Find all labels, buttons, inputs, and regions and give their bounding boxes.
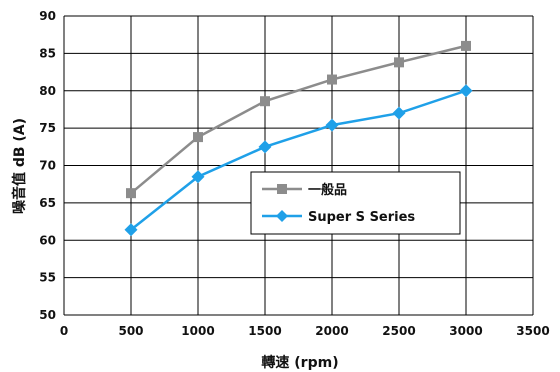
data-point: [191, 170, 205, 184]
y-tick-label: 75: [39, 121, 56, 135]
series-line-1: [130, 89, 467, 231]
grid: [63, 15, 534, 316]
data-point: [193, 132, 203, 143]
y-axis-title: 噪音值 dB (A): [11, 118, 28, 214]
x-axis-title: 轉速 (rpm): [261, 354, 338, 371]
x-tick-label: 2000: [315, 324, 348, 338]
data-point: [124, 223, 138, 237]
series-line-0: [130, 44, 467, 195]
legend-label-general: 一般品: [308, 182, 347, 198]
series-layer: [124, 40, 473, 237]
y-tick-label: 85: [39, 46, 56, 60]
legend-label-super-s: Super S Series: [308, 210, 415, 225]
x-tick-label: 500: [118, 324, 143, 338]
legend: 一般品 Super S Series: [250, 171, 461, 235]
data-point: [260, 96, 270, 107]
x-tick-label: 0: [60, 324, 68, 338]
tick-labels: 50 55 60 65 70 75 80 85 90 0 500 1000 1500 2000 2500 30…: [39, 9, 549, 338]
legend-box: [250, 171, 461, 235]
y-tick-label: 50: [39, 308, 56, 322]
y-tick-label: 55: [39, 271, 56, 285]
x-tick-label: 1500: [248, 324, 281, 338]
x-tick-label: 3000: [449, 324, 482, 338]
data-point: [327, 74, 337, 85]
x-tick-label: 2500: [382, 324, 415, 338]
data-point: [461, 40, 471, 51]
data-point: [126, 188, 136, 199]
y-tick-label: 70: [39, 159, 56, 173]
data-point: [459, 84, 473, 98]
data-point: [392, 106, 406, 120]
y-tick-label: 80: [39, 84, 56, 98]
x-tick-label: 3500: [516, 324, 549, 338]
y-tick-label: 60: [39, 233, 56, 247]
data-point: [258, 140, 272, 154]
x-tick-label: 1000: [181, 324, 214, 338]
data-point: [325, 118, 339, 132]
data-point: [394, 57, 404, 68]
y-tick-label: 90: [39, 9, 56, 23]
y-tick-label: 65: [39, 196, 56, 210]
legend-marker-general: [277, 184, 287, 194]
legend-marker-super-s: [276, 210, 288, 222]
